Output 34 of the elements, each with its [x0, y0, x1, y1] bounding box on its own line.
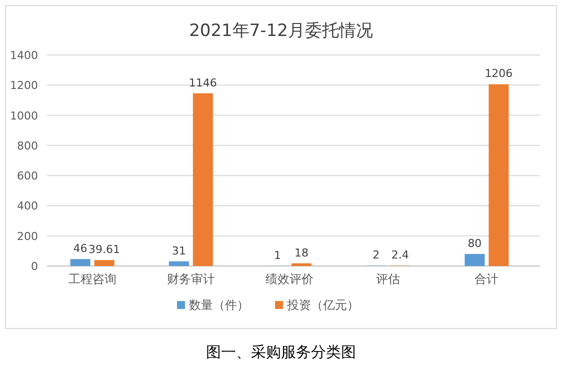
y-tick-label: 800 [17, 139, 38, 152]
data-label: 46 [73, 242, 88, 256]
bar [192, 93, 213, 266]
x-tick-label: 评估 [376, 272, 400, 286]
x-tick-label: 财务审计 [166, 272, 215, 286]
bar [168, 261, 189, 266]
data-label: 1206 [484, 67, 513, 80]
bar [488, 84, 509, 266]
y-tick-label: 0 [31, 260, 38, 273]
text: 图一、采购服务分类图 [206, 343, 356, 361]
data-label: 39.61 [88, 243, 120, 256]
data-label: 80 [468, 236, 482, 250]
bar [292, 263, 312, 266]
x-tick-label: 工程咨询 [68, 272, 116, 286]
data-label: 1146 [188, 76, 217, 90]
data-label: 2.4 [391, 248, 409, 262]
legend-label: 数量（件） [189, 298, 249, 312]
legend-label: 投资（亿元） [286, 298, 359, 312]
data-label: 31 [172, 244, 186, 258]
bar [94, 260, 114, 266]
chart-title: 2021年7-12月委托情况 [189, 21, 373, 41]
y-tick-label: 1400 [10, 49, 38, 62]
bar [70, 259, 90, 266]
x-tick-label: 合计 [474, 272, 499, 286]
data-label: 1 [274, 248, 281, 262]
y-tick-label: 600 [17, 170, 38, 183]
x-tick-label: 绩效评价 [266, 272, 314, 286]
y-tick-label: 1200 [10, 79, 38, 92]
y-tick-label: 400 [17, 200, 38, 213]
data-label: 2 [372, 248, 380, 262]
data-label: 18 [294, 246, 308, 260]
y-tick-label: 1000 [10, 109, 38, 122]
bar [464, 254, 485, 266]
y-tick-label: 200 [17, 230, 38, 243]
